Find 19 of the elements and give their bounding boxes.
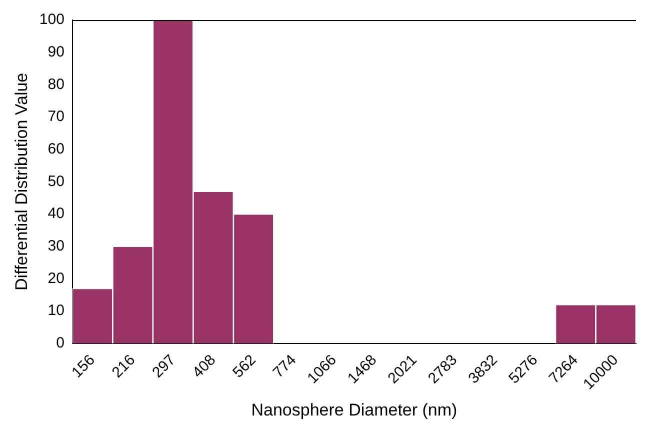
y-tick-label: 40 <box>48 205 64 222</box>
x-tick-label: 408 <box>189 351 220 382</box>
y-tick-label: 80 <box>48 76 64 93</box>
y-tick-label: 50 <box>48 172 64 190</box>
x-tick-label: 297 <box>149 351 179 382</box>
x-axis-title: Nanosphere Diameter (nm) <box>251 400 458 420</box>
x-tick-label: 774 <box>270 351 300 382</box>
y-tick-label: 100 <box>39 11 64 28</box>
y-tick-label: 10 <box>48 302 64 320</box>
x-tick-label: 216 <box>108 351 139 382</box>
y-tick-label: 60 <box>48 140 64 158</box>
y-tick-label: 70 <box>48 108 64 126</box>
x-tick-label: 156 <box>68 351 98 382</box>
y-tick-label: 20 <box>48 270 64 287</box>
x-tick-label: 562 <box>230 351 260 382</box>
y-tick-label: 90 <box>48 43 64 60</box>
y-tick-label: 30 <box>48 238 64 255</box>
y-axis-title: Differential Distribution Value <box>12 72 31 291</box>
y-tick-label: 0 <box>56 334 64 352</box>
